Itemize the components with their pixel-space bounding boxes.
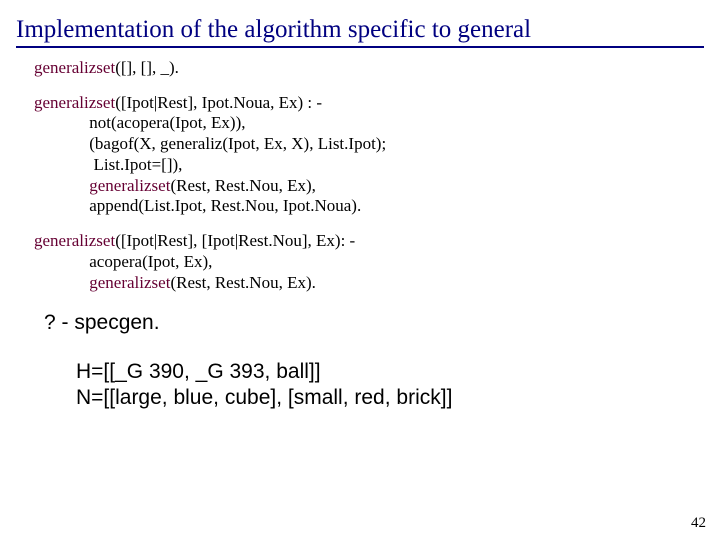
keyword: generalizset	[34, 93, 115, 112]
rule2-line1: not(acopera(Ipot, Ex)),	[89, 113, 245, 132]
title-underline	[16, 46, 704, 48]
rule3: generalizset([Ipot|Rest], [Ipot|Rest.Nou…	[34, 231, 704, 293]
result-h: H=[[_G 390, _G 393, ball]]	[76, 359, 704, 384]
rule3-line1: acopera(Ipot, Ex),	[89, 252, 212, 271]
rule2: generalizset([Ipot|Rest], Ipot.Noua, Ex)…	[34, 93, 704, 217]
results: H=[[_G 390, _G 393, ball]] N=[[large, bl…	[76, 359, 704, 409]
result-n: N=[[large, blue, cube], [small, red, bri…	[76, 385, 704, 410]
keyword: generalizset	[34, 58, 115, 77]
rule2-line5: append(List.Ipot, Rest.Nou, Ipot.Noua).	[89, 196, 361, 215]
spacer	[16, 217, 704, 231]
page-number: 42	[691, 515, 706, 532]
keyword: generalizset	[34, 231, 115, 250]
rule1-rest: ([], [], _).	[115, 58, 179, 77]
rule3-line2: (Rest, Rest.Nou, Ex).	[170, 273, 315, 292]
rule2-line2: (bagof(X, generaliz(Ipot, Ex, X), List.I…	[89, 134, 386, 153]
rule2-line3: List.Ipot=[]),	[89, 155, 182, 174]
slide: Implementation of the algorithm specific…	[0, 0, 720, 540]
keyword: generalizset	[89, 176, 170, 195]
rule3-head: ([Ipot|Rest], [Ipot|Rest.Nou], Ex): -	[115, 231, 355, 250]
keyword: generalizset	[89, 273, 170, 292]
rule2-head: ([Ipot|Rest], Ipot.Noua, Ex) : -	[115, 93, 322, 112]
spacer	[16, 79, 704, 93]
rule2-line4: (Rest, Rest.Nou, Ex),	[170, 176, 315, 195]
query-line: ? - specgen.	[44, 311, 704, 335]
rule1: generalizset([], [], _).	[34, 58, 704, 79]
slide-title: Implementation of the algorithm specific…	[16, 16, 704, 44]
